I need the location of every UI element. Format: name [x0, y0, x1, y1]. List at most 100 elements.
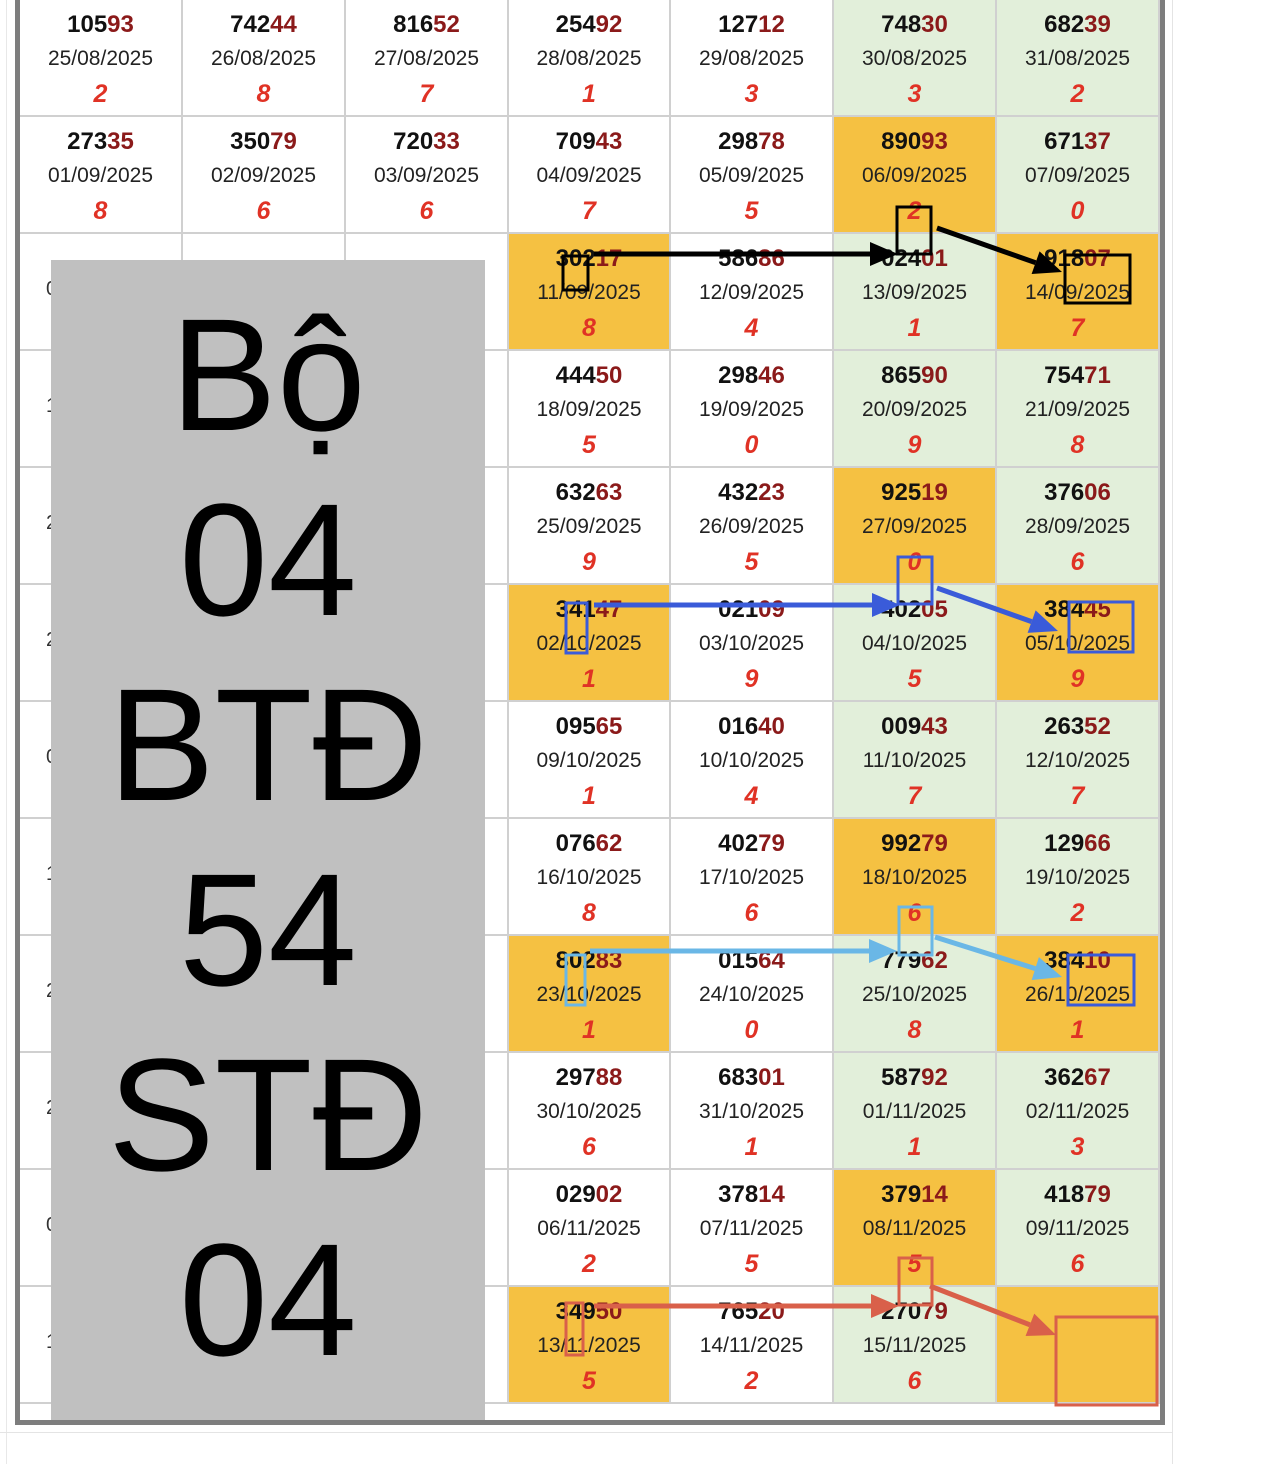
table-cell: 63263 25/09/2025 9 [509, 468, 671, 585]
number-tail: 52 [433, 11, 460, 38]
number-head: 765 [718, 1298, 759, 1325]
number-head: 865 [881, 362, 922, 389]
number-head: 709 [555, 128, 596, 155]
cell-digit: 6 [907, 1367, 922, 1395]
cell-number: 12966 [997, 830, 1158, 858]
cell-number: 74244 [183, 11, 344, 39]
table-cell: 07662 16/10/2025 8 [509, 819, 671, 936]
table-cell: 27079 15/11/2025 6 [834, 1287, 997, 1404]
table-cell: 01640 10/10/2025 4 [671, 702, 834, 819]
cell-digit: 4 [744, 314, 759, 342]
cell-digit: 9 [1070, 665, 1085, 693]
table-cell: 58686 12/09/2025 4 [671, 234, 834, 351]
cell-date: 13/09/2025 [861, 281, 968, 304]
table-cell: 02902 06/11/2025 2 [509, 1170, 671, 1287]
cell-date: 25/08/2025 [47, 47, 154, 70]
number-head: 925 [881, 479, 922, 506]
cell-date: 29/08/2025 [698, 47, 805, 70]
cell-date: 06/09/2025 [861, 164, 968, 187]
number-tail: 37 [1084, 128, 1111, 155]
number-tail: 44 [270, 11, 297, 38]
number-tail: 64 [758, 947, 785, 974]
table-cell: 26352 12/10/2025 7 [997, 702, 1160, 819]
number-head: 349 [555, 1298, 596, 1325]
table-cell: 12712 29/08/2025 3 [671, 0, 834, 117]
cell-date: 14/11/2025 [699, 1334, 804, 1357]
number-tail: 10 [1084, 947, 1111, 974]
number-head: 587 [881, 1064, 922, 1091]
cell-digit: 1 [907, 1133, 922, 1161]
number-head: 816 [393, 11, 434, 38]
number-head: 302 [555, 245, 596, 272]
number-head: 341 [555, 596, 596, 623]
cell-date: 05/09/2025 [698, 164, 805, 187]
cell-number: 29878 [671, 128, 832, 156]
cell-date: 25/10/2025 [861, 983, 968, 1006]
number-tail: 93 [107, 11, 134, 38]
cell-date: 11/10/2025 [862, 749, 967, 772]
cell-number: 80283 [509, 947, 669, 975]
table-cell: 34147 02/10/2025 1 [509, 585, 671, 702]
cell-date: 19/09/2025 [698, 398, 805, 421]
number-tail: 71 [1084, 362, 1111, 389]
table-cell: 92519 27/09/2025 0 [834, 468, 997, 585]
number-head: 095 [555, 713, 596, 740]
divider [0, 1432, 1173, 1433]
table-cell: 81652 27/08/2025 7 [346, 0, 509, 117]
table-cell: 91807 14/09/2025 7 [997, 234, 1160, 351]
number-head: 129 [1044, 830, 1085, 857]
table-cell: 29788 30/10/2025 6 [509, 1053, 671, 1170]
cell-digit: 5 [582, 431, 596, 459]
number-head: 273 [67, 128, 108, 155]
cell-date: 02/09/2025 [210, 164, 317, 187]
cell-digit: 5 [744, 1250, 759, 1278]
number-head: 298 [718, 362, 759, 389]
table-cell: 40205 04/10/2025 5 [834, 585, 997, 702]
overlay-line: 54 [179, 840, 357, 1019]
cell-date: 17/10/2025 [698, 866, 805, 889]
number-head: 671 [1044, 128, 1085, 155]
table-cell: 41879 09/11/2025 6 [997, 1170, 1160, 1287]
cell-digit: 1 [582, 665, 596, 693]
number-tail: 88 [595, 1064, 623, 1091]
cell-digit: 5 [744, 548, 759, 576]
cell-date: 20/09/2025 [861, 398, 968, 421]
cell-date: 12/09/2025 [698, 281, 805, 304]
cell-digit: 6 [1070, 1250, 1085, 1278]
number-tail: 06 [1084, 479, 1111, 506]
cell-number: 67137 [997, 128, 1158, 156]
cell-digit: 8 [256, 80, 271, 108]
cell-number: 91807 [997, 245, 1158, 273]
table-cell: 70943 04/09/2025 7 [509, 117, 671, 234]
table-cell: 00943 11/10/2025 7 [834, 702, 997, 819]
cell-date: 26/08/2025 [210, 47, 317, 70]
number-tail: 86 [758, 245, 785, 272]
number-tail: 63 [595, 479, 623, 506]
table-cell: 67137 07/09/2025 0 [997, 117, 1160, 234]
cell-digit: 3 [1070, 1133, 1085, 1161]
table-cell: 77962 25/10/2025 8 [834, 936, 997, 1053]
overlay-line: Bộ [170, 285, 366, 464]
cell-digit: 1 [582, 1016, 596, 1044]
number-head: 127 [718, 11, 759, 38]
cell-number: 40205 [834, 596, 995, 624]
number-head: 402 [718, 830, 759, 857]
number-tail: 43 [595, 128, 623, 155]
number-tail: 83 [595, 947, 623, 974]
number-tail: 79 [921, 830, 948, 857]
cell-number: 41879 [997, 1181, 1158, 1209]
cell-digit: 9 [907, 431, 922, 459]
number-tail: 50 [595, 1298, 623, 1325]
number-tail: 62 [921, 947, 948, 974]
cell-date: 01/11/2025 [862, 1100, 967, 1123]
number-tail: 79 [921, 1298, 948, 1325]
cell-date: 06/11/2025 [537, 1217, 641, 1240]
number-head: 402 [881, 596, 922, 623]
page-edge [6, 0, 7, 1464]
table-cell: 02401 13/09/2025 1 [834, 234, 997, 351]
number-head: 029 [555, 1181, 596, 1208]
table-cell: 75471 21/09/2025 8 [997, 351, 1160, 468]
cell-number: 10593 [20, 11, 181, 39]
table-cell: 80283 23/10/2025 1 [509, 936, 671, 1053]
cell-digit: 0 [744, 1016, 759, 1044]
